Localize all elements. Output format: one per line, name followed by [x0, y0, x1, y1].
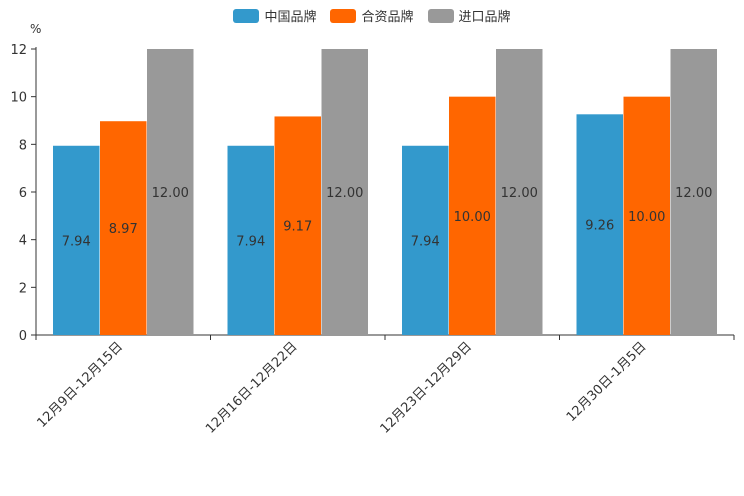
legend-label-joint-venture: 合资品牌: [361, 10, 414, 25]
legend-swatch-imported: [427, 8, 454, 23]
x-tick-label: 12月30日-1月5日: [564, 339, 650, 425]
y-tick-label: 4: [19, 234, 27, 249]
bar: [53, 145, 100, 335]
bar: [402, 145, 449, 335]
y-tick-label: 8: [19, 138, 27, 153]
bar: [274, 116, 321, 335]
bar: [321, 49, 368, 335]
bar: [576, 114, 623, 335]
y-tick-label: 12: [10, 43, 27, 58]
bar-value-label: 7.94: [62, 234, 91, 249]
bar-value-label: 12.00: [501, 186, 538, 201]
bar: [449, 96, 496, 336]
legend: 中国品牌 合资品牌 进口品牌: [0, 6, 744, 25]
y-axis-unit: %: [30, 22, 41, 36]
bar: [100, 121, 147, 335]
bar-value-label: 10.00: [454, 210, 491, 225]
bar-value-label: 10.00: [628, 210, 665, 225]
bar-value-label: 8.97: [109, 222, 138, 237]
bar: [496, 49, 543, 335]
x-tick-label: 12月9日-12月15日: [34, 339, 126, 431]
y-tick-label: 0: [19, 329, 27, 344]
bar-value-label: 12.00: [675, 186, 712, 201]
legend-swatch-china: [233, 8, 260, 23]
legend-swatch-joint-venture: [330, 8, 357, 23]
legend-label-china: 中国品牌: [264, 10, 317, 25]
bar-value-label: 12.00: [326, 186, 363, 201]
legend-label-imported: 进口品牌: [458, 10, 511, 25]
bar-value-label: 12.00: [152, 186, 189, 201]
y-tick-label: 6: [19, 186, 27, 201]
x-tick-label: 12月16日-12月22日: [203, 339, 300, 436]
bar-value-label: 7.94: [236, 234, 265, 249]
y-tick-label: 10: [10, 91, 27, 106]
bar-value-label: 9.17: [283, 220, 312, 235]
bar: [623, 96, 670, 336]
bar: [227, 145, 274, 335]
legend-item-china[interactable]: 中国品牌: [233, 6, 316, 25]
x-tick-label: 12月23日-12月29日: [378, 339, 475, 436]
bar-value-label: 9.26: [585, 219, 614, 234]
legend-item-imported[interactable]: 进口品牌: [427, 6, 511, 25]
legend-item-joint-venture[interactable]: 合资品牌: [330, 6, 414, 25]
bar: [147, 49, 194, 335]
y-tick-label: 2: [19, 281, 27, 296]
bar-value-label: 7.94: [411, 234, 440, 249]
bar: [670, 49, 717, 335]
